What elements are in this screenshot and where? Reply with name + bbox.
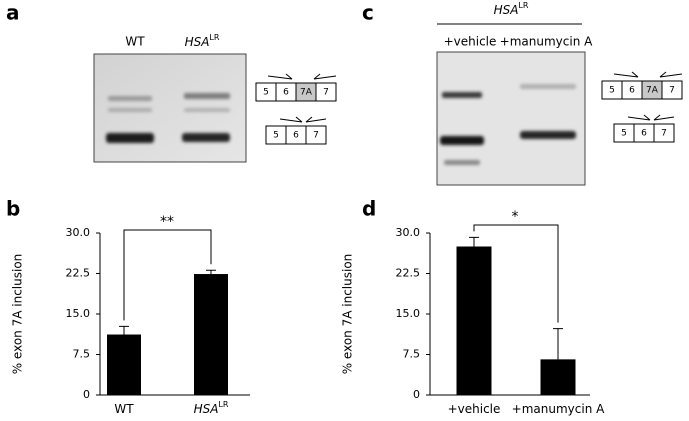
y-axis-label: % exon 7A inclusion [341, 254, 355, 375]
significance-label: * [512, 209, 519, 225]
exon-label: 6 [629, 86, 635, 96]
exon-label: 7 [323, 88, 329, 98]
y-tick-label: 15.0 [396, 307, 421, 320]
x-tick-label-superscript: LR [218, 400, 228, 409]
x-tick-label: HSALR [194, 400, 229, 416]
significance-bracket [473, 224, 559, 323]
x-tick-label-text: WT [114, 402, 134, 416]
panel-label: a [6, 1, 20, 25]
y-tick-label: 15.0 [66, 307, 91, 320]
exon-label: 5 [621, 129, 627, 139]
bar [456, 246, 492, 395]
significance-label: ** [160, 214, 174, 230]
group-label-superscript: LR [518, 1, 528, 10]
lane-label-text: HSA [185, 35, 210, 49]
lane-label: +vehicle [444, 35, 497, 49]
error-bar [119, 325, 129, 335]
lane-label-superscript: LR [209, 33, 219, 42]
panel-label: b [6, 197, 20, 221]
y-tick-label: 0 [413, 388, 420, 401]
x-tick-label: +vehicle [448, 402, 501, 416]
group-label: HSALR [494, 1, 529, 17]
y-tick-label: 0 [83, 388, 90, 401]
exon-label: 5 [609, 86, 615, 96]
exon-label: 6 [283, 88, 289, 98]
x-tick-label: +manumycin A [512, 402, 605, 416]
significance-bracket [123, 229, 212, 321]
lane-label: HSALR [185, 33, 220, 49]
exon-label: 5 [263, 88, 269, 98]
exon-label: 6 [293, 131, 299, 141]
exon-label: 7 [669, 86, 675, 96]
group-label-text: HSA [494, 3, 519, 17]
x-tick-label-text: HSA [194, 402, 219, 416]
exon-diagram-short [613, 114, 675, 143]
exon-label: 5 [273, 131, 279, 141]
y-tick-label: 7.5 [73, 348, 91, 361]
exon-label: 7 [661, 129, 667, 139]
bar [540, 359, 576, 395]
y-tick-label: 22.5 [66, 267, 91, 280]
lane-label: +manumycin A [500, 35, 593, 49]
exon-label: 7A [300, 88, 313, 98]
x-tick-label: WT [114, 402, 134, 416]
bar [194, 274, 228, 395]
panel-label: d [362, 197, 376, 221]
y-tick-label: 30.0 [396, 226, 421, 239]
y-tick-label: 30.0 [66, 226, 91, 239]
exon-label: 7A [646, 86, 659, 96]
gel-image [436, 51, 586, 186]
bar [107, 334, 141, 395]
x-tick-label-text: +vehicle [448, 402, 501, 416]
panel-label: c [362, 1, 374, 25]
y-tick-label: 22.5 [396, 267, 421, 280]
y-tick-label: 7.5 [403, 348, 421, 361]
error-bar [206, 269, 216, 275]
y-axis-label: % exon 7A inclusion [11, 254, 25, 375]
lane-label: WT [125, 35, 145, 49]
exon-diagram-long [255, 73, 337, 102]
exon-diagram-long [601, 71, 683, 100]
exon-label: 7 [313, 131, 319, 141]
exon-diagram-short [265, 116, 327, 145]
x-tick-label-text: +manumycin A [512, 402, 605, 416]
gel-image [93, 53, 247, 163]
error-bar [553, 328, 563, 360]
exon-label: 6 [641, 129, 647, 139]
error-bar [469, 236, 479, 247]
